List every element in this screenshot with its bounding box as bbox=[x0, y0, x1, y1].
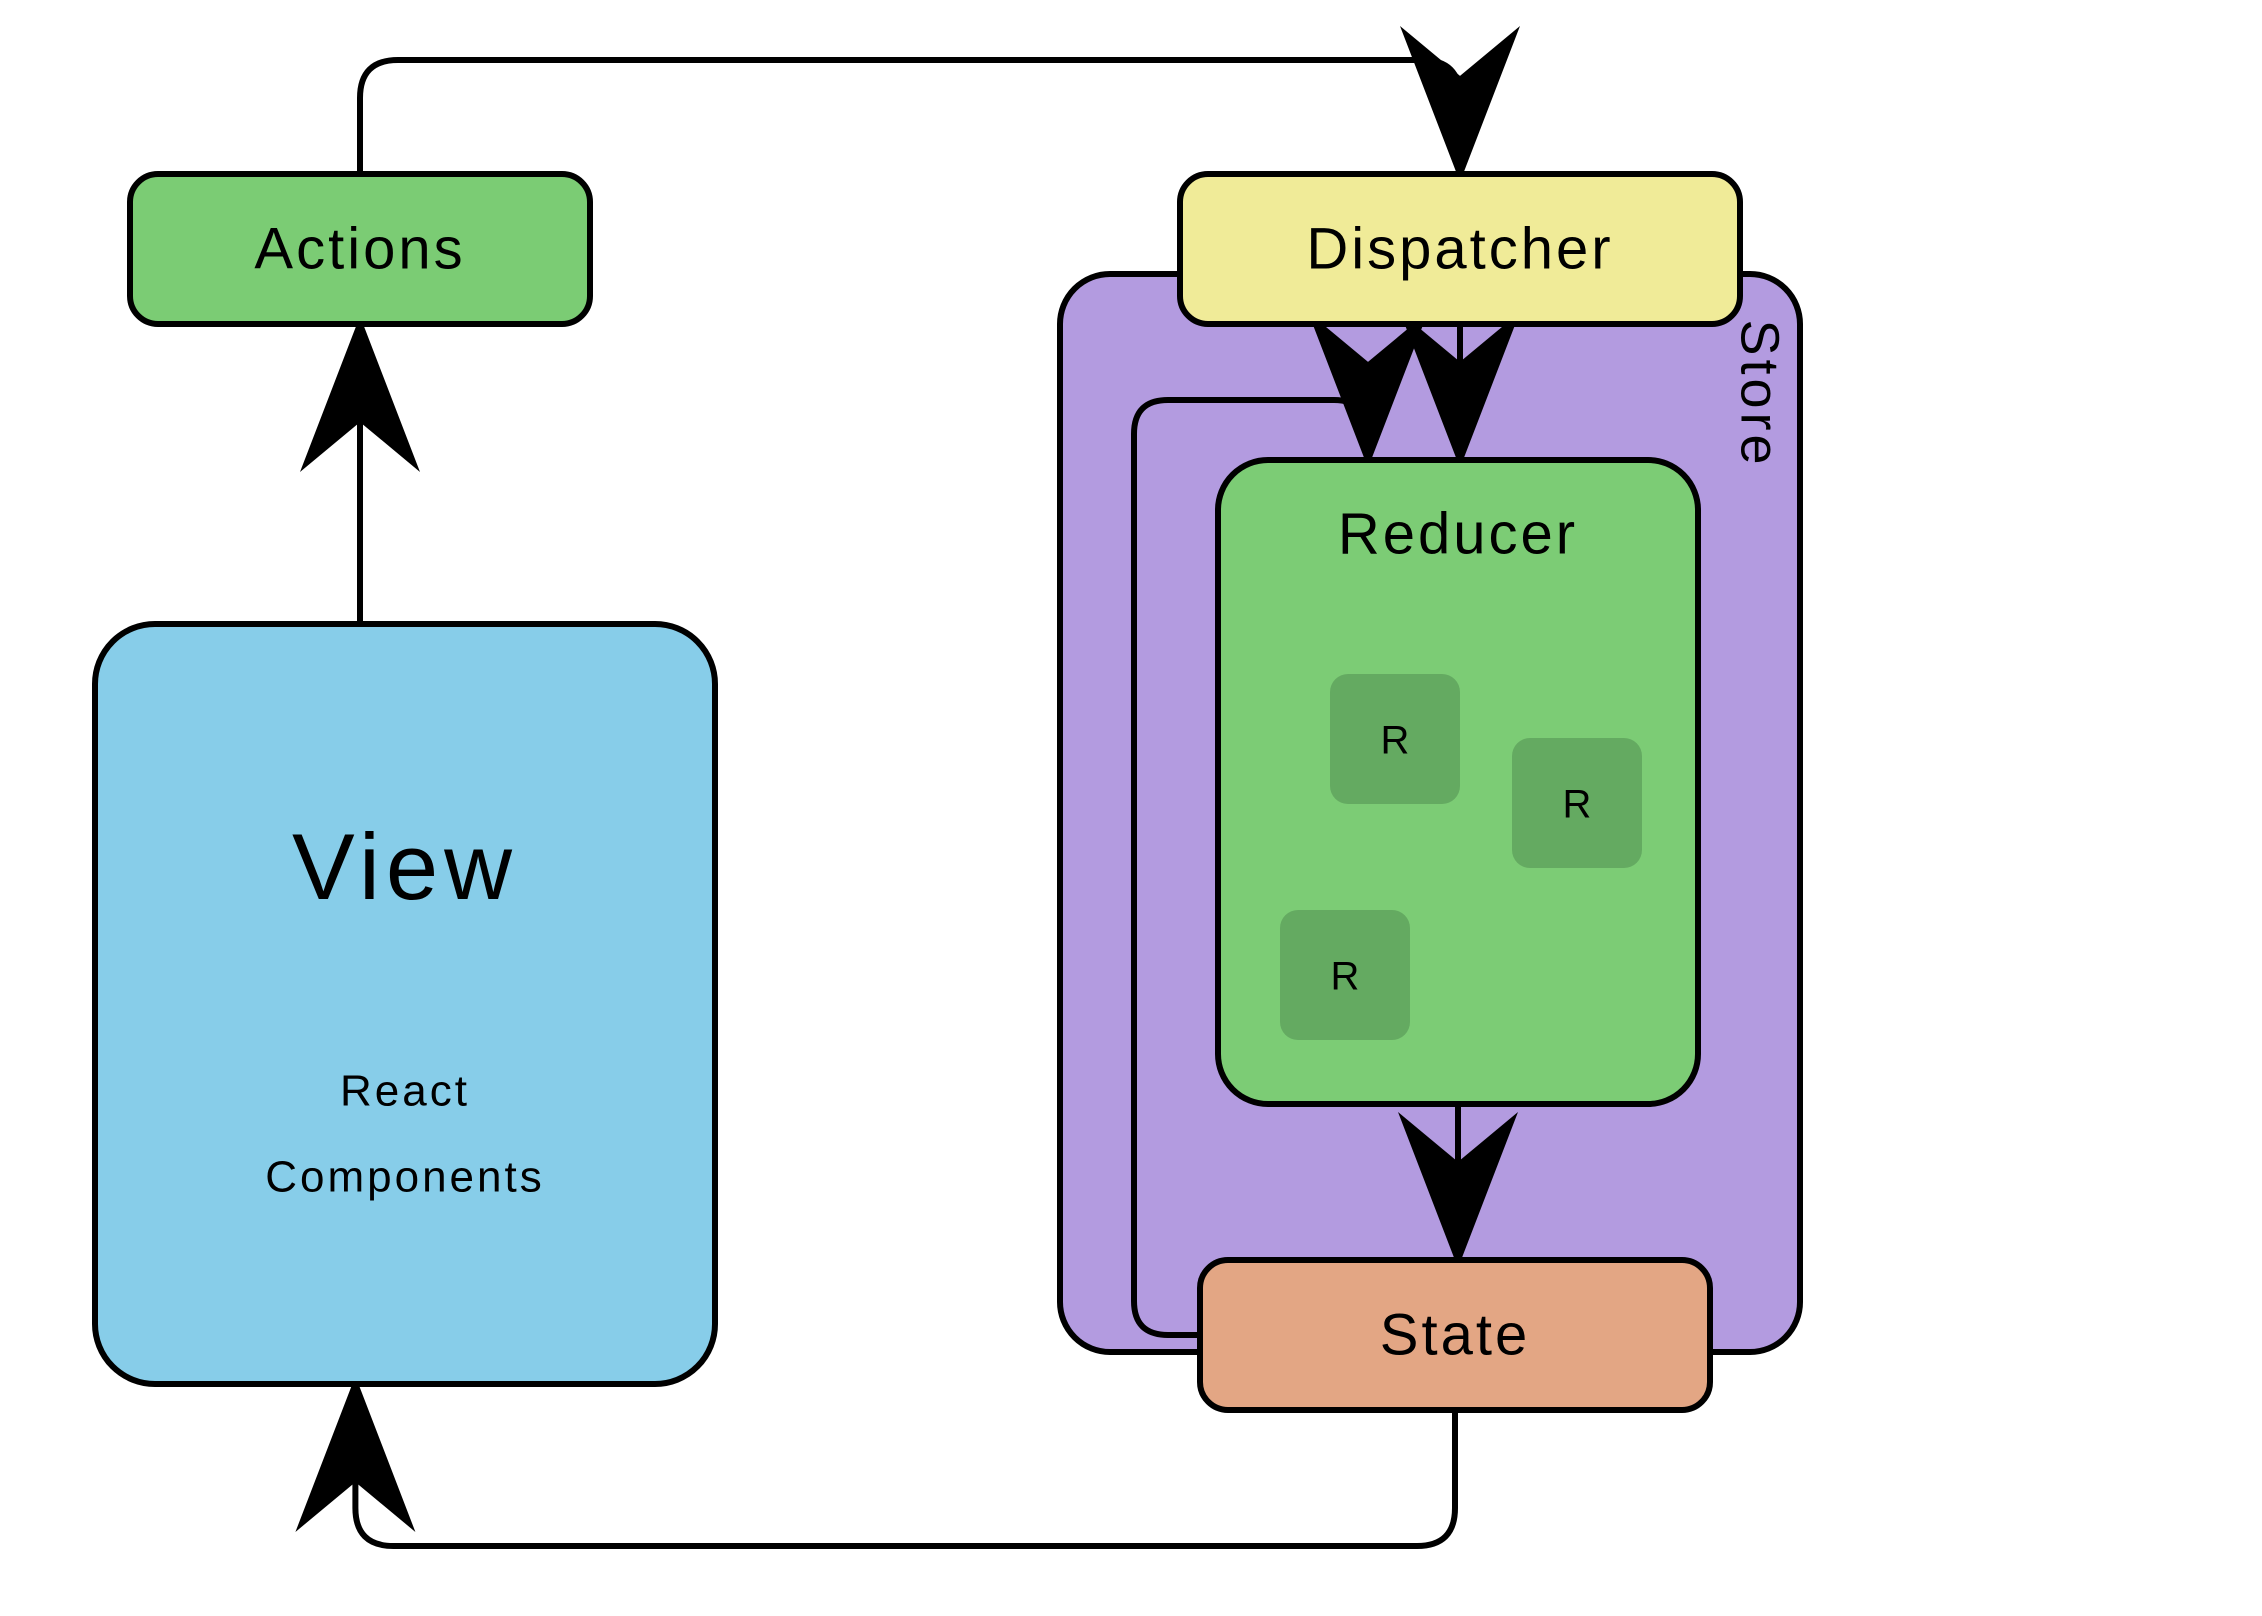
view-box bbox=[95, 624, 715, 1384]
reducer-sub-label: R bbox=[1331, 955, 1360, 999]
actions-label: Actions bbox=[254, 216, 465, 281]
reducer-label: Reducer bbox=[1338, 501, 1578, 566]
view-title: View bbox=[292, 814, 518, 919]
store-label: Store bbox=[1730, 319, 1790, 468]
view-subtitle-line2: Components bbox=[265, 1153, 544, 1202]
state-label: State bbox=[1380, 1302, 1530, 1367]
reducer-sub-label: R bbox=[1563, 783, 1592, 827]
edge-actions-to-dispatcher bbox=[360, 60, 1460, 174]
reducer-sub-label: R bbox=[1381, 719, 1410, 763]
redux-flow-diagram: Store Actions View React Components Disp… bbox=[0, 0, 2262, 1616]
view-subtitle-line1: React bbox=[340, 1067, 470, 1116]
dispatcher-label: Dispatcher bbox=[1306, 216, 1613, 281]
